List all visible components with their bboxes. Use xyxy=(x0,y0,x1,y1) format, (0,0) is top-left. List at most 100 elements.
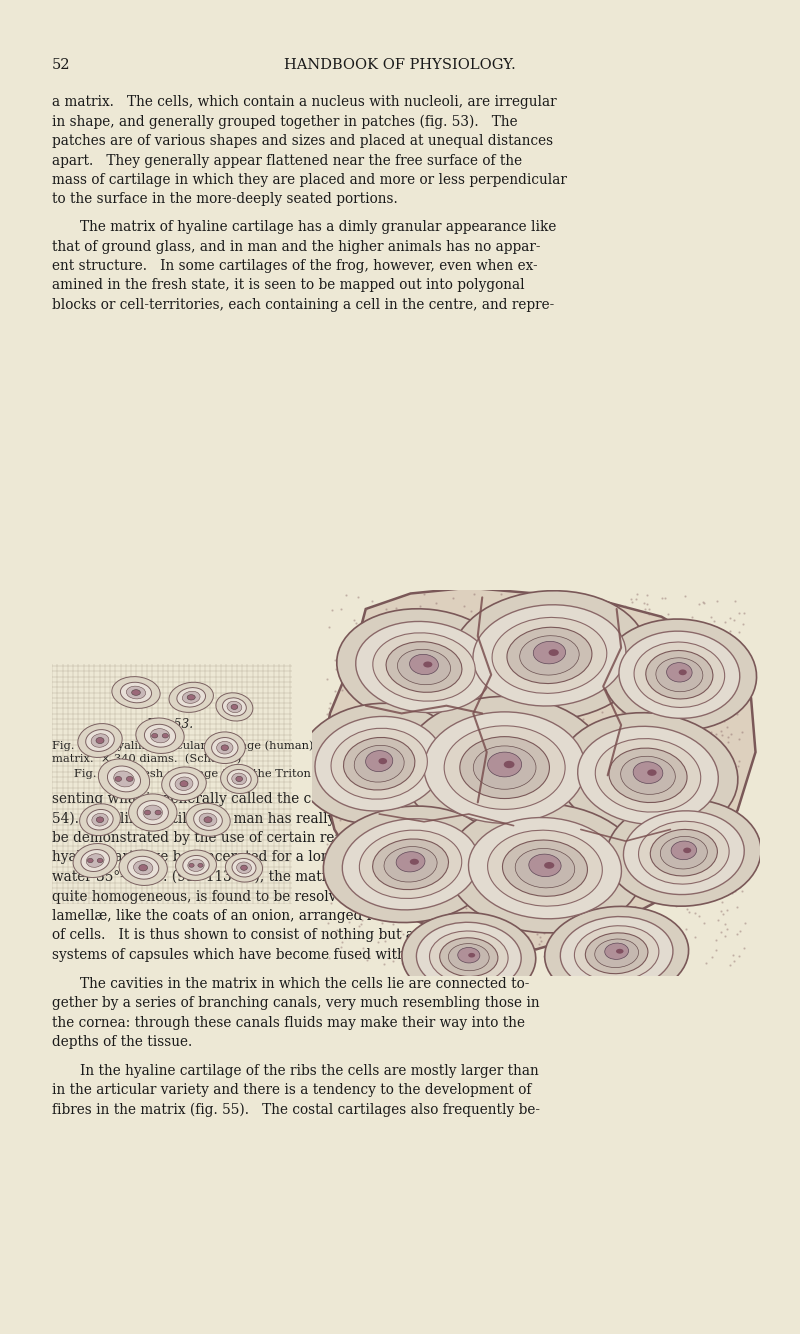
Ellipse shape xyxy=(386,642,462,692)
Point xyxy=(535,751,548,772)
Point xyxy=(422,795,434,816)
Point xyxy=(329,922,342,943)
Point xyxy=(384,702,397,723)
Point xyxy=(573,838,586,859)
Point xyxy=(504,647,517,668)
Point xyxy=(462,856,475,878)
Point xyxy=(695,704,708,726)
Point xyxy=(407,887,420,908)
Point xyxy=(503,659,516,680)
Point xyxy=(710,886,722,907)
Point xyxy=(418,716,430,738)
Point xyxy=(529,868,542,890)
Ellipse shape xyxy=(359,830,462,899)
Point xyxy=(343,911,356,932)
Ellipse shape xyxy=(132,690,140,695)
Ellipse shape xyxy=(549,650,559,656)
Point xyxy=(417,798,430,819)
Point xyxy=(493,659,506,680)
Point xyxy=(506,902,519,923)
Point xyxy=(522,798,535,819)
Point xyxy=(596,739,609,760)
Point xyxy=(358,876,370,898)
Point xyxy=(491,931,504,952)
Point xyxy=(570,930,583,951)
Point xyxy=(576,748,589,770)
Point xyxy=(526,740,538,762)
Point xyxy=(497,870,510,891)
Ellipse shape xyxy=(578,726,718,824)
Point xyxy=(479,911,492,932)
Point xyxy=(463,836,476,858)
Point xyxy=(724,658,737,679)
Point xyxy=(430,919,443,940)
Point xyxy=(556,884,569,906)
Point xyxy=(655,827,668,848)
Ellipse shape xyxy=(204,732,246,763)
Point xyxy=(689,638,702,659)
Point xyxy=(629,896,642,918)
Point xyxy=(515,807,528,828)
Point xyxy=(462,852,475,874)
Point xyxy=(548,635,561,656)
Point xyxy=(329,650,342,671)
Point xyxy=(687,691,700,712)
Point xyxy=(350,858,363,879)
Point xyxy=(705,692,718,714)
Point xyxy=(726,782,738,803)
Point xyxy=(322,739,334,760)
Point xyxy=(733,750,746,771)
Point xyxy=(409,892,422,914)
Point xyxy=(732,602,745,623)
Point xyxy=(609,718,622,739)
Point xyxy=(727,763,740,784)
Ellipse shape xyxy=(342,819,479,910)
Point xyxy=(521,596,534,618)
Point xyxy=(650,730,663,751)
Point xyxy=(461,782,474,803)
Point xyxy=(478,636,490,658)
Point xyxy=(626,952,639,974)
Point xyxy=(616,702,629,723)
Point xyxy=(450,768,463,790)
Point xyxy=(353,703,366,724)
Point xyxy=(466,876,478,898)
Point xyxy=(568,586,581,607)
Point xyxy=(322,912,334,934)
Point xyxy=(326,850,338,871)
Point xyxy=(470,935,483,956)
Point xyxy=(446,786,459,807)
Ellipse shape xyxy=(232,774,246,784)
Point xyxy=(518,663,530,684)
Point xyxy=(510,843,522,864)
Point xyxy=(531,784,544,806)
Text: hyaline cartilage be macerated for a long time in diluted acid or in hot: hyaline cartilage be macerated for a lon… xyxy=(52,851,541,864)
Text: 52: 52 xyxy=(52,57,70,72)
Point xyxy=(715,900,728,922)
Point xyxy=(418,896,430,918)
Point xyxy=(389,942,402,963)
Point xyxy=(564,827,577,848)
Point xyxy=(379,640,392,662)
Point xyxy=(322,947,335,968)
Point xyxy=(374,751,386,772)
Point xyxy=(481,768,494,790)
Text: 54).   Hyaline cartilage in man has really the same structure, which can: 54). Hyaline cartilage in man has really… xyxy=(52,811,550,826)
Point xyxy=(651,791,664,812)
Ellipse shape xyxy=(545,906,689,1000)
Point xyxy=(663,754,676,775)
Point xyxy=(710,590,723,611)
Point xyxy=(545,864,558,886)
Point xyxy=(628,831,641,852)
Point xyxy=(470,766,482,787)
Point xyxy=(350,802,362,823)
Ellipse shape xyxy=(502,840,587,896)
Point xyxy=(651,847,664,868)
Point xyxy=(705,607,718,628)
Ellipse shape xyxy=(87,858,93,863)
Point xyxy=(498,870,510,891)
Point xyxy=(539,754,552,775)
Point xyxy=(473,846,486,867)
Point xyxy=(737,860,750,882)
Point xyxy=(443,712,456,734)
